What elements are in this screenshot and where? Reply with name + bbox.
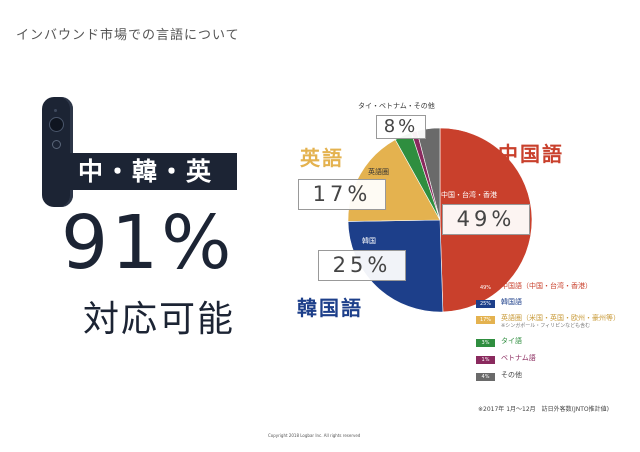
legend-badge: 1% (476, 356, 495, 364)
legend-item: 3% タイ語 (476, 337, 522, 351)
source-note: ※2017年 1月〜12月 訪日外客数(JNTO推計値) (478, 406, 609, 413)
device-button (49, 117, 64, 132)
legend-badge: 3% (476, 339, 495, 347)
support-label: 対応可能 (83, 299, 236, 340)
legend-label: 韓国語 (501, 298, 522, 306)
device-logo-icon (52, 140, 61, 149)
callout-other: タイ・ベトナム・その他 (358, 102, 435, 110)
coverage-percent: 91% (61, 200, 235, 286)
value-box-english: 17% (298, 179, 386, 210)
value-box-chinese: 49% (442, 204, 530, 235)
legend-text-block: 英語圏（米国・英国・欧州・豪州等） ※シンガポール・フィリピンなども含む (501, 314, 620, 330)
legend-badge: 49% (476, 284, 495, 292)
legend-badge: 4% (476, 373, 495, 381)
legend-item: 49% 中国語（中国・台湾・香港） (476, 282, 592, 296)
legend-subtext: ※シンガポール・フィリピンなども含む (501, 323, 591, 330)
language-banner: 中・韓・英 (54, 153, 237, 190)
legend-item: 25% 韓国語 (476, 298, 522, 312)
callout-english: 英語 (300, 146, 344, 170)
legend-label: タイ語 (501, 337, 522, 345)
language-pie-chart (347, 127, 533, 313)
legend-item: 4% その他 (476, 371, 522, 385)
slice-label-chinese: 中国・台湾・香港 (441, 191, 497, 199)
value-box-korean: 25% (318, 250, 406, 281)
legend-label: ベトナム語 (501, 354, 536, 362)
legend-item: 17% 英語圏（米国・英国・欧州・豪州等） ※シンガポール・フィリピンなども含む (476, 314, 620, 330)
legend-badge: 25% (476, 300, 495, 308)
page-title: インバウンド市場での言語について (16, 28, 240, 43)
value-box-other: 8% (376, 115, 426, 139)
legend-item: 1% ベトナム語 (476, 354, 536, 368)
legend-label: 中国語（中国・台湾・香港） (501, 282, 592, 290)
callout-chinese: 中国語 (498, 142, 564, 166)
legend-badge: 17% (476, 316, 495, 324)
callout-korean: 韓国語 (297, 296, 363, 320)
legend-label: 英語圏（米国・英国・欧州・豪州等） (501, 314, 620, 322)
slice-label-korean: 韓国 (362, 237, 376, 245)
slice-label-english: 英語圏 (368, 168, 389, 176)
translator-device-image (42, 97, 73, 207)
legend-label: その他 (501, 371, 522, 379)
device-mic-dot (54, 109, 57, 112)
copyright: Copyright 2018 Logbar Inc. All rights re… (268, 433, 361, 438)
